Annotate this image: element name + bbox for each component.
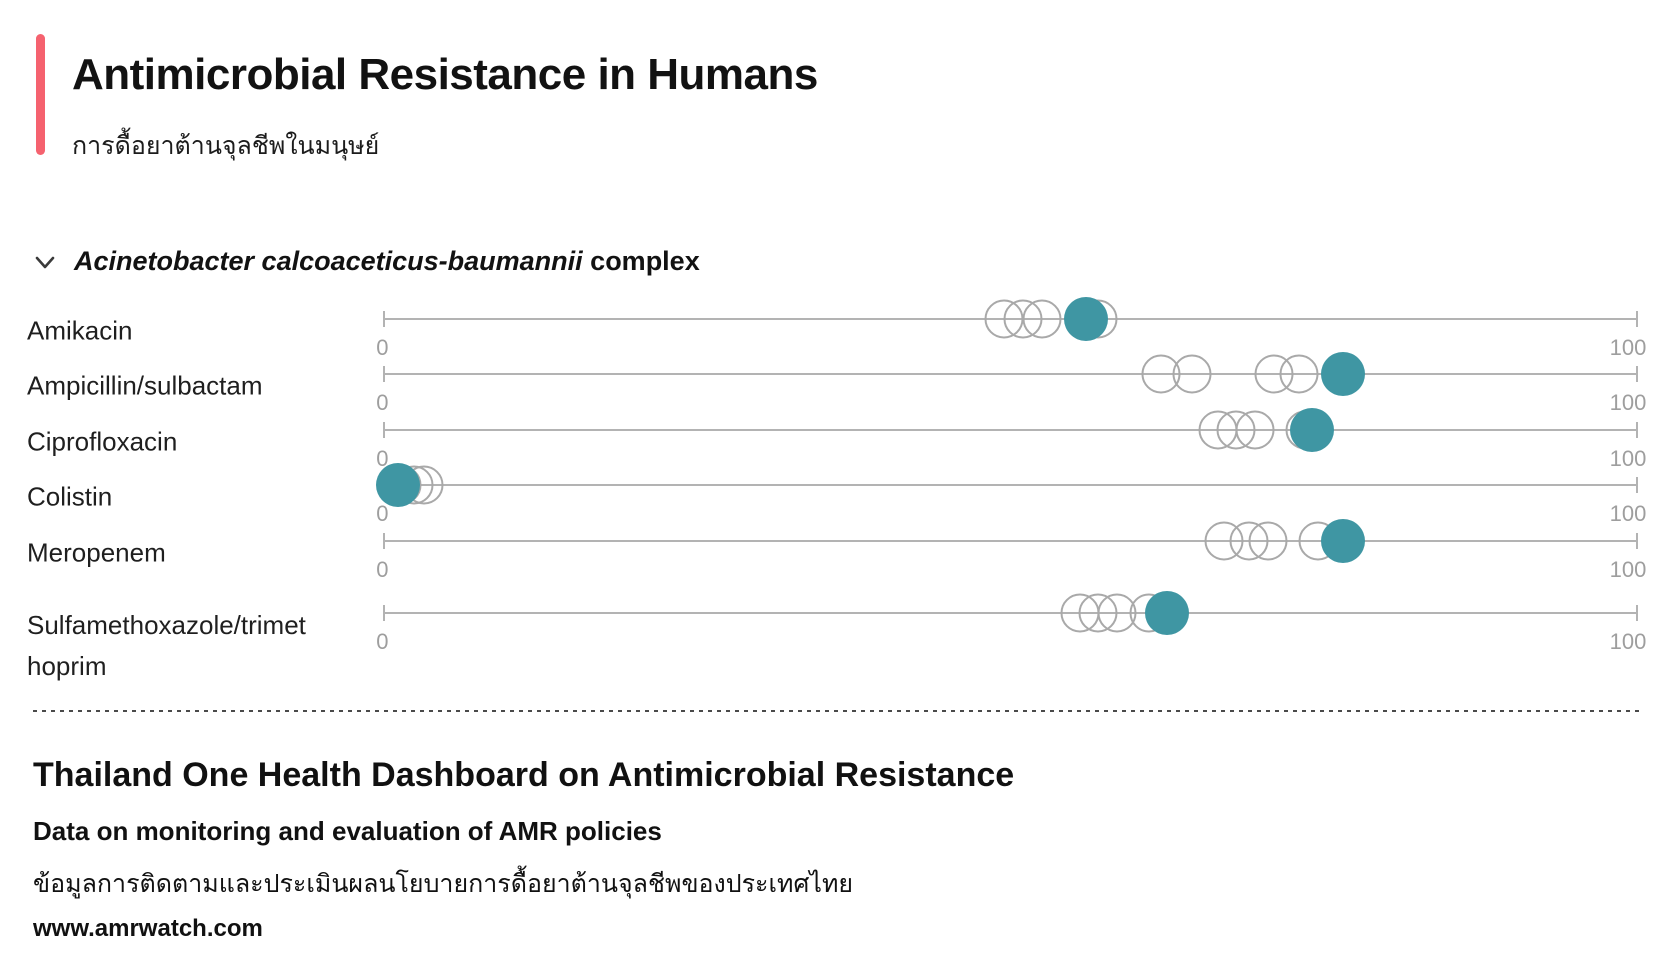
axis-line	[383, 532, 1638, 549]
data-point-open	[1235, 410, 1275, 450]
row-plot: 0 100	[376, 458, 1646, 526]
row-label: Ampicillin/sulbactam	[27, 370, 263, 401]
data-point-filled	[376, 463, 421, 508]
axis-max-label: 100	[1609, 628, 1647, 654]
axis-min-label: 0	[376, 556, 389, 582]
chart-row: Colistin 0 100	[0, 458, 1676, 526]
axis-max-label: 100	[1609, 445, 1647, 471]
axis-line	[383, 421, 1638, 438]
axis-line	[383, 477, 1638, 494]
axis-max-label: 100	[1609, 501, 1647, 527]
data-point-filled	[1321, 352, 1366, 397]
row-plot: 0 100	[376, 569, 1646, 679]
axis-min-label: 0	[376, 390, 389, 416]
data-point-filled	[1145, 590, 1190, 635]
row-plot: 0 100	[376, 347, 1646, 415]
axis-max-label: 100	[1609, 556, 1647, 582]
resistance-dot-plot: Amikacin 0 100 Ampicillin/sulbactam 0 10…	[0, 291, 1676, 681]
axis-min-label: 0	[376, 334, 389, 360]
footer-website: www.amrwatch.com	[33, 915, 263, 942]
row-label: Sulfamethoxazole/trimet hoprim	[27, 609, 306, 681]
axis-min-label: 0	[376, 501, 389, 527]
data-point-filled	[1063, 296, 1108, 341]
row-label: Ciprofloxacin	[27, 426, 178, 457]
chart-row: Sulfamethoxazole/trimet hoprim 0 100	[0, 569, 1676, 681]
axis-line	[383, 366, 1638, 383]
row-plot: 0 100	[376, 291, 1646, 360]
axis-min-label: 0	[376, 628, 389, 654]
axis-max-label: 100	[1609, 334, 1647, 360]
organism-name: Acinetobacter calcoaceticus-baumannii	[74, 246, 583, 276]
axis-min-label: 0	[376, 445, 389, 471]
chevron-down-icon[interactable]	[30, 248, 60, 278]
axis-line	[383, 604, 1638, 621]
title-accent-bar	[36, 34, 45, 155]
section-header[interactable]: Acinetobacter calcoaceticus-baumannii co…	[30, 246, 700, 278]
data-point-filled	[1289, 407, 1334, 452]
data-point-open	[1022, 299, 1062, 339]
chart-row: Ampicillin/sulbactam 0 100	[0, 347, 1676, 415]
page-title: Antimicrobial Resistance in Humans	[72, 50, 818, 99]
axis-max-label: 100	[1609, 390, 1647, 416]
section-title: Acinetobacter calcoaceticus-baumannii co…	[74, 246, 700, 277]
row-label: Meropenem	[27, 537, 166, 568]
row-label: Colistin	[27, 481, 113, 512]
chart-row: Ciprofloxacin 0 100	[0, 402, 1676, 471]
footer-title: Thailand One Health Dashboard on Antimic…	[33, 756, 1015, 794]
row-plot: 0 100	[376, 513, 1646, 582]
data-point-open	[1279, 354, 1319, 394]
data-point-open	[1248, 521, 1288, 561]
page-subtitle-thai: การดื้อยาต้านจุลชีพในมนุษย์	[72, 132, 380, 160]
footer-subtitle: Data on monitoring and evaluation of AMR…	[33, 816, 662, 846]
row-label: Amikacin	[27, 315, 133, 346]
dashed-divider	[33, 710, 1641, 712]
data-point-open	[1172, 354, 1212, 394]
data-point-filled	[1321, 518, 1366, 563]
chart-row: Meropenem 0 100	[0, 513, 1676, 582]
chart-row: Amikacin 0 100	[0, 291, 1676, 360]
row-plot: 0 100	[376, 402, 1646, 471]
organism-suffix: complex	[582, 246, 700, 276]
footer-subtitle-thai: ข้อมูลการติดตามและประเมินผลนโยบายการดื้อ…	[33, 870, 854, 898]
